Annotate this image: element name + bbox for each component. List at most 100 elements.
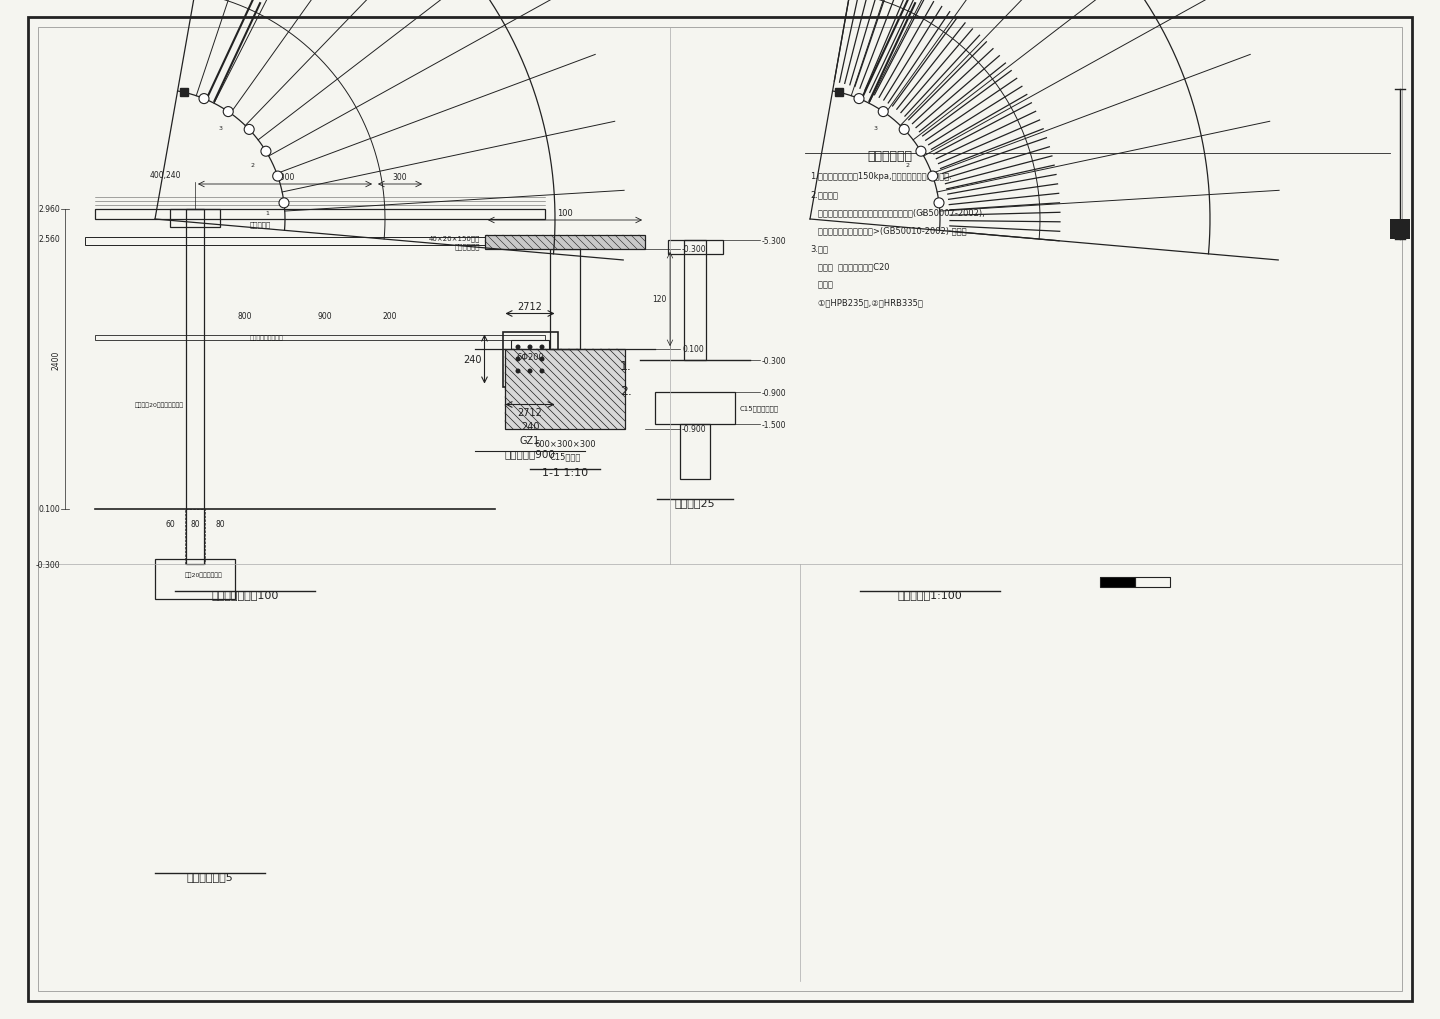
Circle shape — [516, 357, 520, 362]
Circle shape — [916, 147, 926, 157]
Bar — [180, 90, 189, 97]
Text: 2: 2 — [906, 163, 910, 168]
Text: GZ1: GZ1 — [520, 435, 540, 445]
Bar — [184, 510, 204, 565]
Text: 240: 240 — [464, 355, 481, 365]
Text: 800: 800 — [238, 312, 252, 321]
Bar — [668, 240, 723, 255]
Bar — [1390, 220, 1410, 239]
Text: 900: 900 — [318, 312, 333, 321]
Circle shape — [878, 107, 888, 117]
Circle shape — [516, 369, 520, 374]
Circle shape — [540, 357, 544, 362]
Bar — [170, 210, 220, 228]
Text: 1.: 1. — [621, 360, 632, 373]
Text: -5.300: -5.300 — [762, 236, 786, 246]
Text: 钢材：: 钢材： — [811, 280, 832, 288]
Bar — [503, 332, 557, 387]
Text: 0.100: 0.100 — [683, 345, 704, 355]
Text: 300: 300 — [393, 173, 408, 181]
Text: 100: 100 — [557, 209, 573, 218]
Text: 1.基地地耐力标准值150kpa,考虑原状层老土,不需另调.: 1.基地地耐力标准值150kpa,考虑原状层老土,不需另调. — [811, 172, 952, 180]
Text: 1-1 1:10: 1-1 1:10 — [541, 468, 588, 478]
Bar — [485, 235, 645, 250]
Circle shape — [935, 199, 945, 209]
Text: 3.材料: 3.材料 — [811, 244, 828, 253]
Text: 结构设计说明: 结构设计说明 — [867, 150, 913, 163]
Text: C15混凝土: C15混凝土 — [549, 451, 580, 461]
Circle shape — [245, 125, 255, 136]
Bar — [95, 335, 544, 340]
Text: 柱垫20厚莓高溶黏面: 柱垫20厚莓高溶黏面 — [184, 572, 223, 577]
Bar — [1100, 578, 1135, 587]
Text: 柱底面层20厚涂漆木轻地板: 柱底面层20厚涂漆木轻地板 — [135, 401, 184, 408]
Text: 施工与检验遵守《建筑地基基础设计规范》(GB50007-2002),: 施工与检验遵守《建筑地基基础设计规范》(GB50007-2002), — [811, 208, 985, 217]
Bar — [680, 425, 710, 480]
Text: 2000: 2000 — [275, 173, 295, 181]
Bar — [550, 250, 580, 350]
Circle shape — [272, 172, 282, 181]
Bar — [835, 90, 844, 97]
Text: 600×300×300: 600×300×300 — [534, 439, 596, 448]
Text: 1: 1 — [265, 211, 269, 215]
Text: 240: 240 — [521, 421, 539, 431]
Text: 40×20×150间距
等差递增木条: 40×20×150间距 等差递增木条 — [429, 235, 480, 250]
Text: 2.560: 2.560 — [39, 235, 60, 245]
Circle shape — [540, 345, 544, 351]
Text: 单个花架立面5: 单个花架立面5 — [187, 871, 233, 881]
Circle shape — [927, 172, 937, 181]
Text: -0.900: -0.900 — [762, 388, 786, 397]
Bar — [1135, 578, 1169, 587]
Circle shape — [527, 345, 533, 351]
Circle shape — [540, 369, 544, 374]
Text: 花架顶面图1:100: 花架顶面图1:100 — [897, 589, 962, 599]
Text: 楼板木木条: 楼板木木条 — [251, 221, 271, 228]
Text: 1: 1 — [920, 211, 923, 215]
Text: 3: 3 — [873, 126, 877, 131]
Text: 200: 200 — [383, 312, 397, 321]
Bar — [156, 559, 235, 599]
Text: 海棠首漆机台色地垒: 海棠首漆机台色地垒 — [251, 335, 284, 340]
Text: 2.960: 2.960 — [39, 205, 60, 214]
Text: 2: 2 — [251, 163, 255, 168]
Text: 混凝土  墙梁土标号填地C20: 混凝土 墙梁土标号填地C20 — [811, 262, 890, 271]
Circle shape — [854, 95, 864, 105]
Bar — [85, 237, 544, 246]
Bar — [655, 392, 734, 425]
Circle shape — [527, 369, 533, 374]
Text: 2712: 2712 — [517, 302, 543, 311]
Text: -0.300: -0.300 — [36, 560, 60, 569]
Text: -0.300: -0.300 — [762, 357, 786, 365]
Bar — [684, 240, 706, 361]
Bar — [186, 210, 204, 565]
Circle shape — [279, 199, 289, 209]
Text: 400,240: 400,240 — [150, 171, 181, 179]
Circle shape — [199, 95, 209, 105]
Text: 3: 3 — [217, 126, 222, 131]
Bar — [505, 350, 625, 430]
Text: 0.100: 0.100 — [39, 505, 60, 514]
Text: -0.300: -0.300 — [683, 246, 707, 255]
Text: 6Φ200: 6Φ200 — [516, 354, 544, 362]
Text: 80: 80 — [215, 520, 225, 529]
Text: 2400: 2400 — [50, 350, 60, 369]
Text: C15素混凝土地垫: C15素混凝土地垫 — [740, 406, 779, 412]
Text: 柱顶标高分900: 柱顶标高分900 — [504, 449, 556, 459]
Circle shape — [899, 125, 909, 136]
Text: 桩基详图25: 桩基详图25 — [675, 497, 716, 507]
Text: 《混凝土结构设计规范》>(GB50010-2002) 参考本: 《混凝土结构设计规范》>(GB50010-2002) 参考本 — [811, 226, 966, 234]
Text: 2712: 2712 — [517, 408, 543, 418]
Circle shape — [223, 107, 233, 117]
Text: 120: 120 — [652, 296, 667, 305]
Text: 60: 60 — [166, 520, 174, 529]
Bar — [95, 210, 544, 220]
Text: 80: 80 — [190, 520, 200, 529]
Circle shape — [516, 345, 520, 351]
Text: -1.500: -1.500 — [762, 420, 786, 429]
Text: 2.: 2. — [621, 384, 632, 397]
Bar — [511, 340, 549, 379]
Text: 花架底层平面图100: 花架底层平面图100 — [212, 589, 279, 599]
Circle shape — [261, 147, 271, 157]
Text: 2.设计依据: 2.设计依据 — [811, 190, 838, 199]
Text: -0.900: -0.900 — [683, 425, 707, 434]
